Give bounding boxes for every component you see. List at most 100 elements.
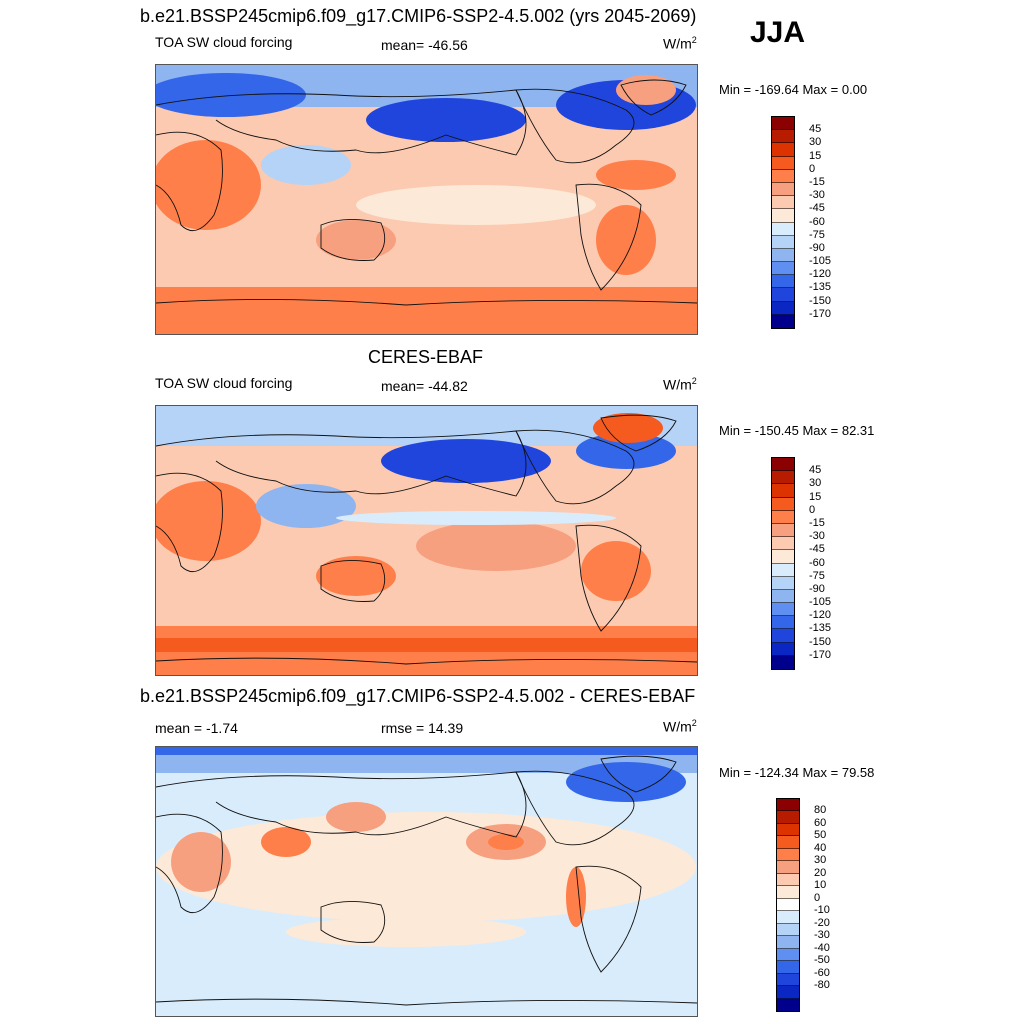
map-difference [155, 746, 698, 1017]
coast-australia [320, 219, 386, 261]
coast-north-america [515, 770, 635, 846]
colorbar-tick-label: -105 [809, 255, 832, 268]
colorbar-swatch [777, 836, 799, 849]
colorbar-swatch [777, 823, 799, 837]
colorbar-swatch [777, 811, 799, 824]
colorbar-tick-label: -90 [809, 241, 825, 254]
field-greenland [616, 75, 676, 105]
map-canvas [156, 65, 697, 334]
field-north-atlantic [566, 762, 686, 802]
colorbar-swatch [772, 458, 794, 472]
colorbar-swatch [777, 948, 799, 962]
colorbar-swatch [772, 169, 794, 183]
colorbar-swatch [772, 563, 794, 577]
field-tropical-band [356, 185, 596, 225]
panel-title: b.e21.BSSP245cmip6.f09_g17.CMIP6-SSP2-4.… [140, 6, 697, 26]
coast-antarctica [156, 298, 697, 306]
colorbar-tick-label: -40 [814, 941, 830, 954]
colorbar-tick-label: -150 [809, 635, 832, 648]
field-arctic-cloud [156, 73, 306, 117]
field-north-pacific-cloud [366, 98, 526, 142]
field-arctic-band [156, 747, 697, 755]
field-greenland [593, 413, 663, 443]
colorbar-swatch [772, 288, 794, 302]
minmax-label: Min = -124.34 Max = 79.58 [719, 765, 875, 780]
coast-south-america [575, 524, 642, 632]
colorbar-swatch [772, 629, 794, 643]
colorbar-tick-label: -60 [814, 966, 830, 979]
field-southern-pacific [286, 917, 526, 947]
colorbar-swatch [777, 973, 799, 987]
colorbar-swatch [772, 235, 794, 249]
colorbar-tick-label: -30 [814, 929, 830, 942]
colorbar-swatch [772, 576, 794, 590]
colorbar-tick-label: 30 [809, 477, 822, 490]
field-southern-ocean-core [156, 638, 697, 652]
colorbar-swatch [772, 182, 794, 197]
colorbar-tick-label: -30 [809, 189, 825, 202]
colorbar-swatch [777, 923, 799, 937]
colorbar-tick-label: -105 [809, 596, 832, 609]
colorbar-swatch [772, 301, 794, 315]
colorbar-swatch [772, 484, 794, 498]
field-south-asia [261, 827, 311, 857]
colorbar-swatch [772, 497, 794, 511]
colorbar-tick-label: -50 [814, 954, 830, 967]
colorbar-swatch [777, 998, 799, 1011]
colorbar-swatch [772, 589, 794, 604]
colorbar-tick-label: -170 [809, 648, 832, 661]
colorbar-tick-label: -75 [809, 569, 825, 582]
colorbar-tick-label: 30 [814, 854, 827, 867]
colorbar-tick-label: -135 [809, 281, 832, 294]
coast-africa [156, 472, 223, 573]
coast-africa [156, 813, 223, 914]
field-africa [156, 481, 261, 561]
colorbar-tick-label: 45 [809, 123, 822, 136]
colorbar-swatch [777, 986, 799, 999]
coast-greenland [620, 79, 687, 116]
coast-antarctica [156, 657, 697, 665]
colorbar-tick-label: 80 [814, 804, 827, 817]
coast-greenland [600, 755, 677, 793]
colorbar-tick-label: -45 [809, 202, 825, 215]
colorbar-swatch [777, 799, 799, 812]
field-east-pacific-core [488, 834, 524, 850]
rmse-label: rmse = 14.39 [381, 720, 464, 736]
field-maritime-continent [261, 145, 351, 185]
colorbar-swatch [772, 209, 794, 223]
field-east-pacific [416, 521, 576, 571]
colorbar-swatch [772, 262, 794, 276]
colorbar-tick-label: -90 [809, 582, 825, 595]
field-australia [316, 556, 396, 596]
colorbar-tick-label: -170 [809, 307, 832, 320]
colorbar-tick-label: 0 [814, 891, 821, 904]
season-label: JJA [750, 16, 806, 49]
colorbar-swatch [777, 961, 799, 974]
colorbar-swatch [772, 655, 794, 669]
colorbar-swatch [772, 523, 794, 538]
coast-australia [320, 901, 386, 943]
panel-title: b.e21.BSSP245cmip6.f09_g17.CMIP6-SSP2-4.… [140, 686, 696, 706]
colorbar-tick-label: -150 [809, 294, 832, 307]
coastlines [156, 79, 697, 306]
map-canvas [156, 406, 697, 675]
coastlines [156, 414, 697, 665]
coast-antarctica [156, 998, 697, 1006]
colorbar-swatch [777, 936, 799, 949]
coast-north-america [515, 88, 635, 164]
colorbar-swatch [772, 275, 794, 289]
colorbar [776, 798, 800, 1012]
map-canvas [156, 747, 697, 1016]
colorbar-swatch [772, 248, 794, 263]
coast-eurasia [156, 430, 527, 497]
field-subarctic-band [156, 755, 697, 773]
colorbar-swatch [772, 603, 794, 617]
colorbar-tick-label: -120 [809, 268, 832, 281]
map-observations [155, 405, 698, 676]
coast-eurasia [156, 89, 527, 156]
colorbar-swatch [777, 873, 799, 887]
colorbar-swatch [772, 117, 794, 131]
colorbar-tick-label: 20 [814, 866, 827, 879]
field-andes [566, 867, 586, 927]
colorbar-tick-label: 40 [814, 841, 827, 854]
